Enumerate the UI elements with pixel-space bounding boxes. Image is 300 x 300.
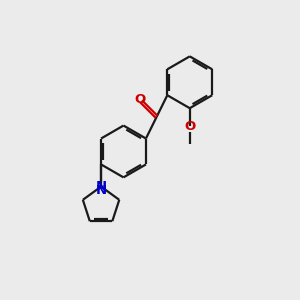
Text: O: O [134,93,145,106]
Text: N: N [95,180,106,193]
Text: O: O [184,120,195,133]
Text: N: N [95,184,106,196]
